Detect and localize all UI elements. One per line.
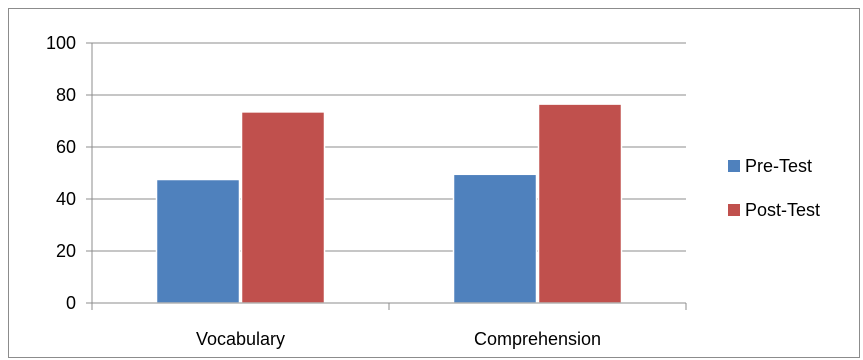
x-category-label: Vocabulary bbox=[196, 329, 285, 349]
x-category-label: Comprehension bbox=[474, 329, 601, 349]
y-tick-label: 100 bbox=[46, 33, 76, 53]
axes bbox=[91, 43, 687, 310]
y-tick-label: 60 bbox=[56, 137, 76, 157]
bar-post-test-comprehension bbox=[537, 103, 623, 304]
legend-swatch bbox=[728, 160, 740, 172]
legend-label: Post-Test bbox=[745, 200, 820, 220]
y-tick-label: 80 bbox=[56, 85, 76, 105]
bar-pre-test-vocabulary bbox=[155, 178, 241, 304]
x-category-labels: Vocabulary Comprehension bbox=[196, 329, 601, 349]
y-tick-label: 0 bbox=[66, 293, 76, 313]
bar-pre-test-comprehension bbox=[452, 173, 538, 304]
bar-post-test-vocabulary bbox=[240, 111, 326, 304]
legend: Pre-Test Post-Test bbox=[728, 156, 820, 220]
legend-label: Pre-Test bbox=[745, 156, 812, 176]
legend-swatch bbox=[728, 204, 740, 216]
y-tick-label: 40 bbox=[56, 189, 76, 209]
y-tick-label: 20 bbox=[56, 241, 76, 261]
y-tick-labels: 0 20 40 60 80 100 bbox=[46, 33, 76, 313]
chart-frame bbox=[8, 8, 860, 358]
bars bbox=[155, 103, 623, 304]
